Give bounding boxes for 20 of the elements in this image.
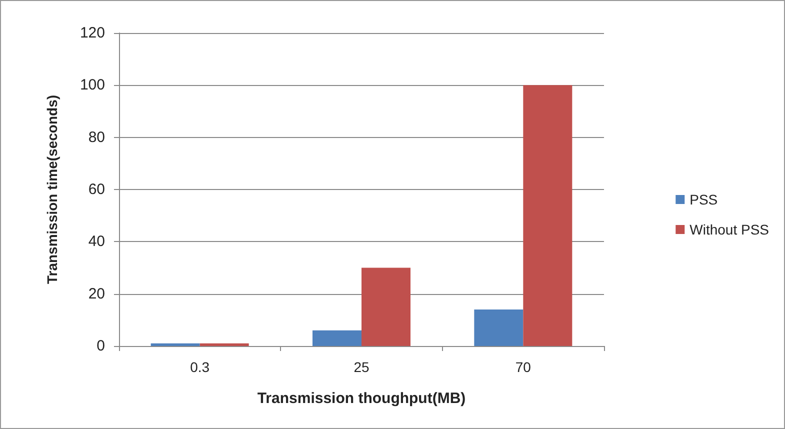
x-axis-title: Transmission thoughput(MB) bbox=[257, 390, 466, 407]
y-tick-label: 40 bbox=[88, 233, 105, 250]
y-tick-label: 120 bbox=[80, 24, 105, 42]
legend-label: Without PSS bbox=[690, 222, 770, 238]
y-tick-label: 100 bbox=[80, 76, 105, 94]
y-tick-label: 60 bbox=[88, 181, 105, 198]
x-tick-label: 70 bbox=[515, 359, 532, 375]
bar bbox=[312, 330, 362, 346]
bar bbox=[523, 85, 572, 346]
x-tick-label: 25 bbox=[354, 359, 370, 375]
x-tick-label: 0.3 bbox=[190, 359, 210, 375]
y-tick-label: 80 bbox=[88, 128, 105, 146]
legend-label: PSS bbox=[690, 192, 718, 208]
y-axis-title: Transmission time(seconds) bbox=[44, 94, 60, 284]
bar bbox=[474, 309, 524, 346]
y-tick-label: 0 bbox=[96, 338, 105, 354]
bar bbox=[200, 343, 249, 346]
bar bbox=[362, 268, 410, 346]
y-tick-label: 20 bbox=[88, 285, 105, 302]
bar bbox=[150, 343, 200, 346]
